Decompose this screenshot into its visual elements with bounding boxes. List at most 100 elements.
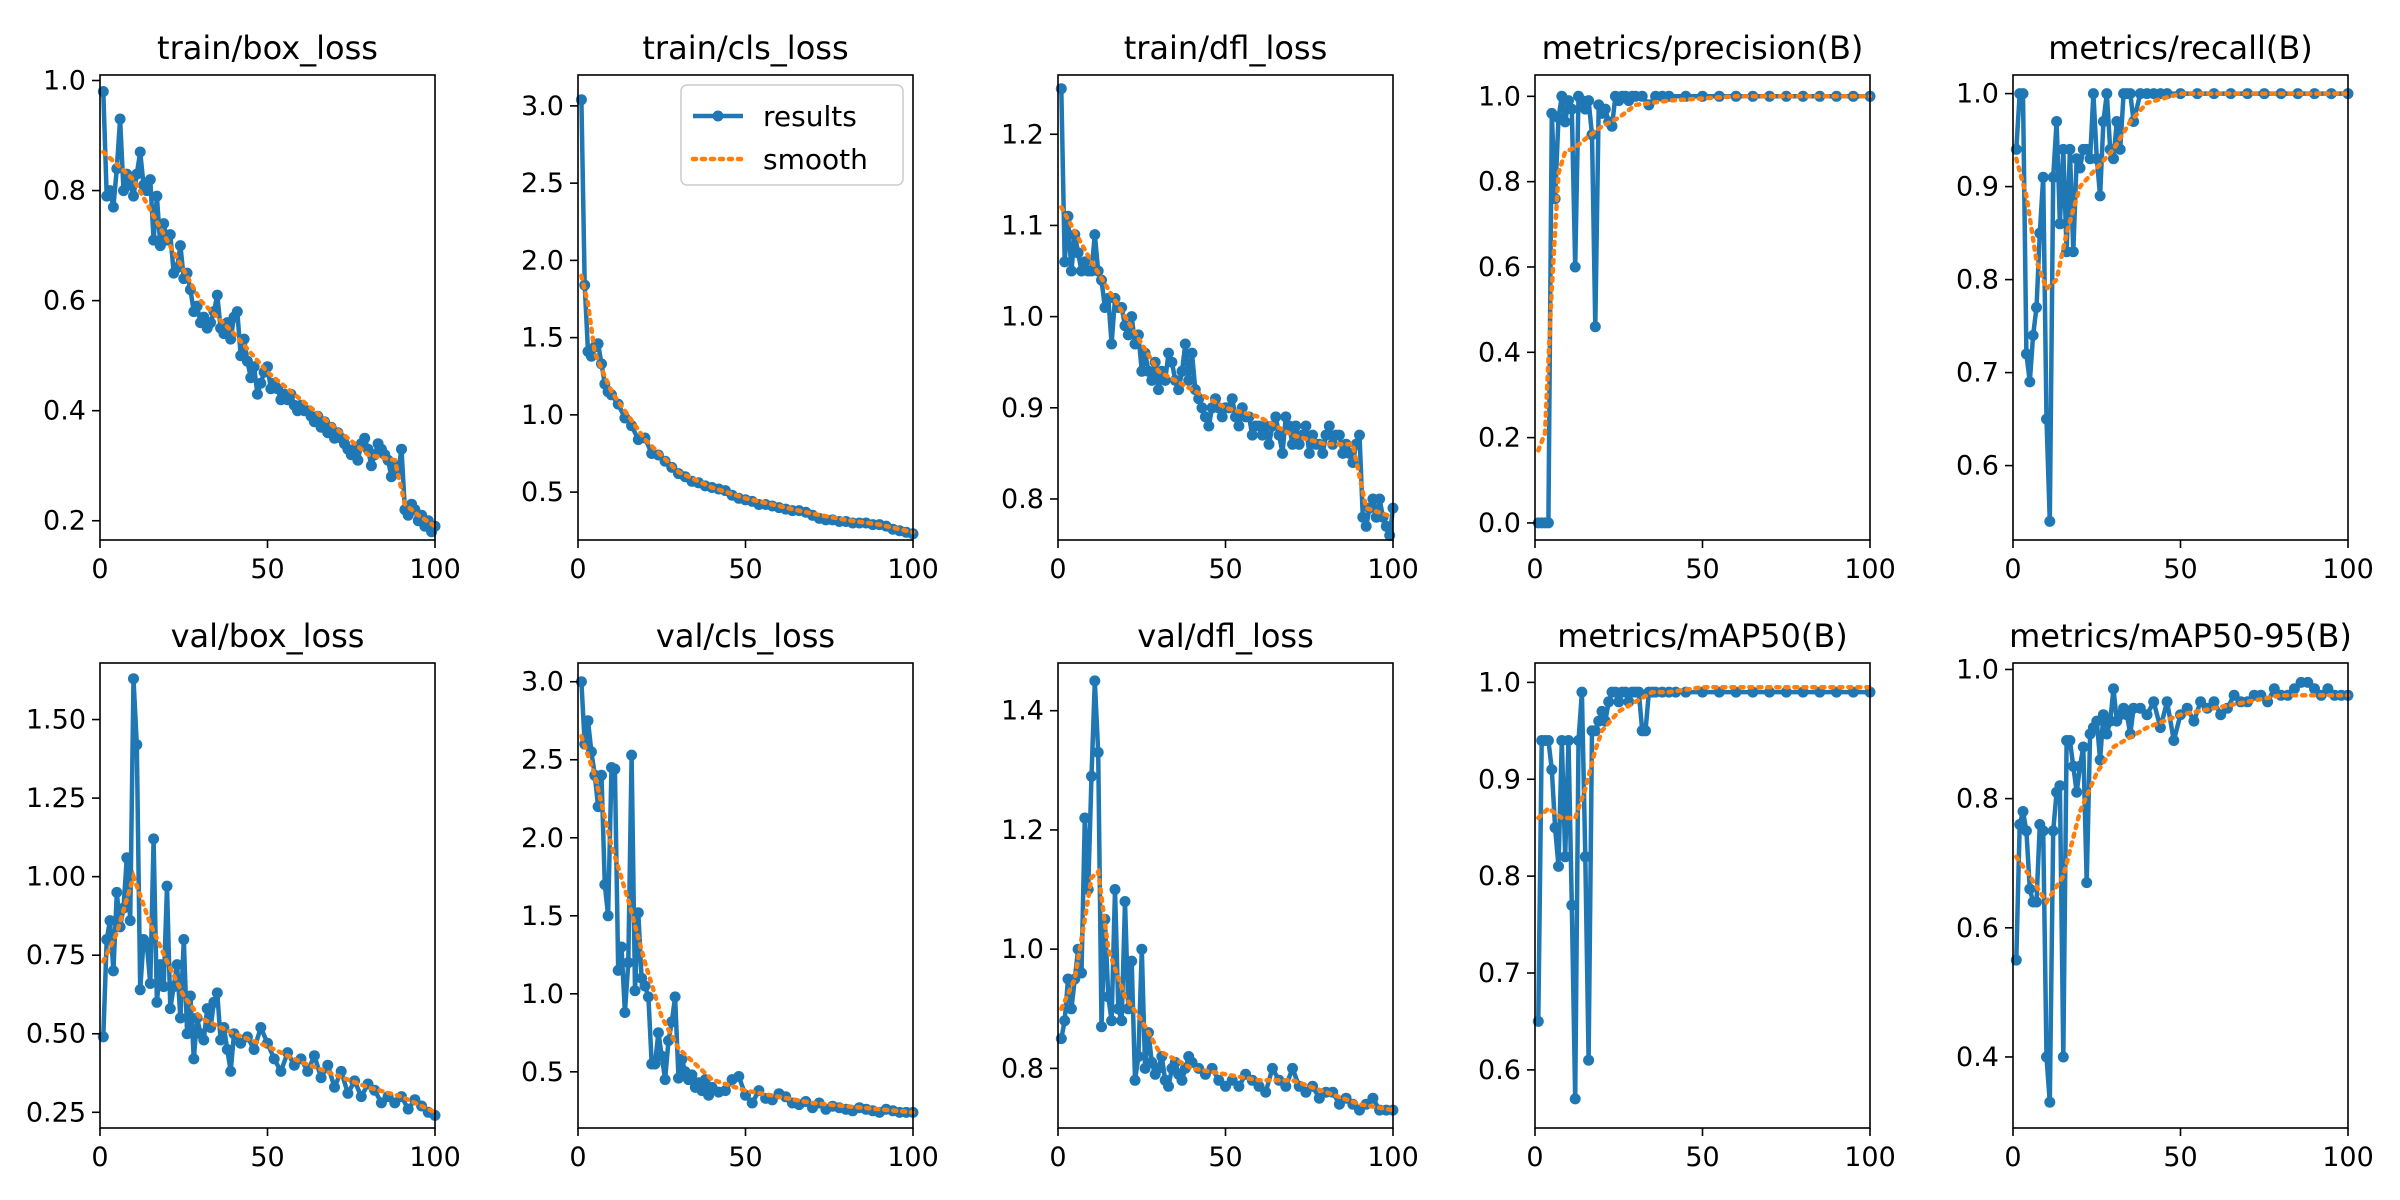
x-tick-label: 0 <box>1049 1142 1066 1173</box>
results-point <box>181 1028 193 1040</box>
x-tick-label: 100 <box>1367 1142 1419 1173</box>
results-point <box>1119 896 1131 907</box>
y-tick-label: 2.5 <box>521 168 564 199</box>
y-tick-label: 1.0 <box>521 979 564 1010</box>
results-point <box>1163 347 1174 359</box>
results-point <box>154 959 166 971</box>
results-point <box>107 201 119 213</box>
results-point <box>1260 1086 1272 1098</box>
x-tick-label: 100 <box>409 554 461 585</box>
results-point <box>1589 321 1601 333</box>
results-point <box>111 886 123 898</box>
results-point <box>1589 725 1601 737</box>
results-point <box>656 1050 668 1062</box>
y-tick-label: 0.4 <box>1956 1042 1999 1073</box>
panel-title: metrics/precision(B) <box>1542 29 1864 67</box>
results-point <box>1196 402 1208 414</box>
x-tick-label: 50 <box>1208 1142 1242 1173</box>
panel-metrics-map50-b: metrics/mAP50(B) 0 50 100 0.6 0.7 0.8 0.9 1.0 <box>1478 617 1896 1173</box>
results-point <box>1303 447 1315 459</box>
results-point <box>1246 429 1258 441</box>
results-point <box>602 910 614 922</box>
results-point <box>1193 393 1205 405</box>
results-point <box>1569 261 1581 273</box>
results-point <box>719 1085 731 1097</box>
results-point <box>626 420 638 432</box>
results-point <box>2064 735 2076 746</box>
results-point <box>2071 153 2083 165</box>
results-point <box>1233 420 1245 432</box>
results-point <box>1106 338 1118 350</box>
results-point <box>2097 116 2109 127</box>
results-point <box>1307 429 1319 441</box>
results-point <box>2087 88 2099 100</box>
results-point <box>2051 116 2063 127</box>
results-point <box>1280 411 1292 423</box>
results-point <box>1076 967 1087 979</box>
x-tick-label: 0 <box>91 1142 108 1173</box>
results-point <box>1106 1015 1118 1027</box>
results-point <box>1323 420 1335 432</box>
results-point <box>2074 162 2086 174</box>
results-point <box>144 978 156 989</box>
results-point <box>161 880 173 892</box>
results-point <box>585 350 597 362</box>
results-point <box>1186 347 1198 359</box>
results-point <box>1576 686 1588 698</box>
results-point <box>164 1003 176 1015</box>
results-point <box>1583 1054 1595 1066</box>
y-tick-label: 1.0 <box>1001 934 1044 965</box>
results-point <box>612 964 624 976</box>
smooth-line <box>1536 94 1873 453</box>
panel-val-cls-loss: val/cls_loss 0 50 100 0.5 1.0 1.5 2.0 2.5 3.0 <box>521 617 939 1173</box>
results-point <box>746 1097 758 1109</box>
results-point <box>1059 256 1071 268</box>
results-point <box>666 1016 678 1028</box>
y-tick-label: 3.0 <box>521 91 564 122</box>
results-point <box>1226 393 1238 405</box>
results-point <box>128 673 139 685</box>
results-point <box>622 957 634 969</box>
results-point <box>1273 429 1285 441</box>
results-point <box>2325 88 2337 100</box>
results-point <box>1287 1062 1298 1074</box>
results-point <box>1320 429 1332 441</box>
y-tick-label: 1.1 <box>1001 210 1044 241</box>
panel-train-dfl-loss: train/dfl_loss 0 50 100 0.8 0.9 1.0 1.1 1.2 <box>1001 29 1419 585</box>
results-point <box>1216 411 1228 423</box>
results-point <box>1603 696 1615 708</box>
results-point <box>148 833 160 845</box>
results-point <box>642 991 654 1003</box>
results-point <box>225 1065 237 1077</box>
smooth-line <box>579 273 916 535</box>
smooth-line <box>101 869 438 1115</box>
y-tick-label: 0.7 <box>1478 958 1521 989</box>
results-point <box>652 1027 664 1039</box>
panel-title: val/box_loss <box>171 617 365 655</box>
results-point <box>2044 1096 2056 1108</box>
results-point <box>2054 218 2066 230</box>
results-point <box>2037 171 2049 183</box>
legend-results-marker <box>712 110 724 122</box>
y-tick-label: 3.0 <box>521 667 564 698</box>
results-point <box>1300 420 1312 432</box>
y-tick-label: 1.0 <box>1956 79 1999 110</box>
results-point <box>1270 411 1282 423</box>
results-point <box>141 940 153 952</box>
results-point <box>221 1044 233 1055</box>
smooth-line <box>1059 867 1396 1113</box>
results-line <box>101 676 436 1118</box>
results-point <box>1579 851 1591 863</box>
results-point <box>1573 735 1584 746</box>
results-point <box>2161 696 2173 708</box>
results-point <box>1102 991 1114 1003</box>
results-point <box>342 1087 354 1099</box>
results-point <box>2041 413 2052 425</box>
panel-title: metrics/recall(B) <box>2048 29 2313 67</box>
x-tick-label: 0 <box>1526 554 1543 585</box>
results-point <box>1266 1062 1278 1074</box>
x-tick-label: 100 <box>409 1142 461 1173</box>
results-point <box>686 1069 698 1081</box>
panel-title: metrics/mAP50-95(B) <box>2009 617 2352 655</box>
